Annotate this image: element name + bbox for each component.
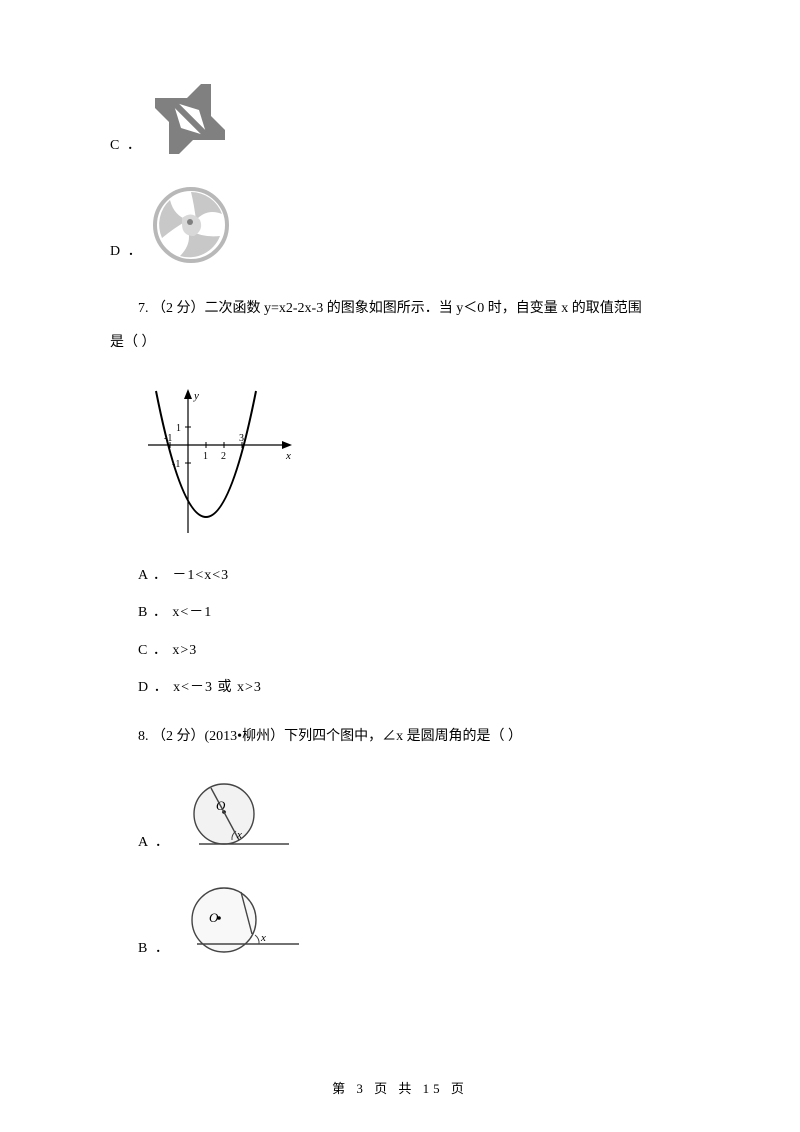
q8-option-b-row: B ． O x (138, 884, 690, 962)
q7-choice-b: B ． x<－1 (138, 600, 690, 625)
swirl-icon (152, 186, 230, 264)
q8-option-a-row: A ． O x (138, 778, 690, 856)
question-7: 7. （2 分）二次函数 y=x2-2x-3 的图象如图所示．当 y＜0 时，自… (110, 292, 690, 359)
q8-option-a-label: A ． (138, 830, 171, 855)
center-o-b: O (209, 910, 219, 925)
q7-choice-d: D ． x<－3 或 x>3 (138, 675, 690, 700)
q7-choice-c: C ． x>3 (138, 638, 690, 663)
question-8: 8. （2 分）(2013•柳州）下列四个图中，∠x 是圆周角的是（ ） (110, 720, 690, 754)
tick-y1: 1 (176, 423, 181, 434)
parabola-graph: y x -1 1 2 3 1 -1 (138, 383, 690, 543)
q8-option-b-label: B ． (138, 936, 171, 961)
option-d-row: D ． (110, 186, 690, 264)
tick-3: 3 (239, 433, 244, 444)
question-8-text: 8. （2 分）(2013•柳州）下列四个图中，∠x 是圆周角的是（ ） (110, 720, 690, 754)
y-axis-label: y (193, 390, 199, 402)
question-7-line1: 7. （2 分）二次函数 y=x2-2x-3 的图象如图所示．当 y＜0 时，自… (110, 292, 690, 326)
angle-x-b: x (260, 932, 266, 944)
option-d-label: D ． (110, 239, 144, 264)
question-7-line2: 是（ ） (110, 326, 690, 360)
circle-angle-a-icon: O x (179, 778, 299, 856)
tick-1: 1 (203, 451, 208, 462)
option-c-row: C ． (110, 80, 690, 158)
page-footer: 第 3 页 共 15 页 (0, 1077, 800, 1100)
x-axis-label: x (285, 450, 291, 462)
option-c-label: C ． (110, 133, 143, 158)
tick-2: 2 (221, 451, 226, 462)
angle-x-a: x (236, 829, 242, 841)
q7-choice-a: A ． －1<x<3 (138, 563, 690, 588)
pinwheel-icon (151, 80, 229, 158)
circle-angle-b-icon: O x (179, 884, 309, 962)
